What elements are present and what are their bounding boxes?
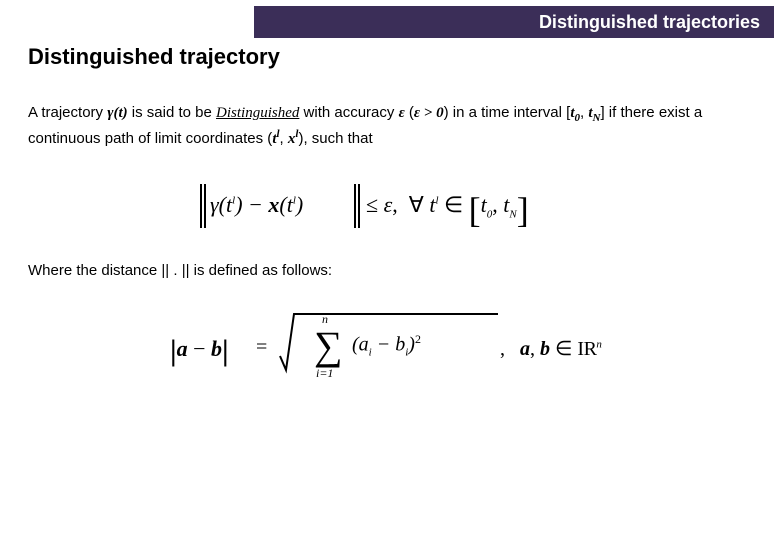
t-l: tl xyxy=(272,131,279,147)
distance-formula: |a − b| = ∑ n i=1 (ai − bi)2 , a, b ∈ IR… xyxy=(170,310,610,400)
radical-icon xyxy=(278,312,306,382)
text: A trajectory xyxy=(28,104,107,121)
gamma-symbol: γ(t) xyxy=(107,105,127,121)
norm-inequality-formula: γ(tl) − x(tl) ≤ ε, ∀ tl ∈ [t0, tN] xyxy=(200,180,580,240)
sigma-icon: ∑ xyxy=(314,322,343,369)
text: in a time interval [ xyxy=(453,104,571,121)
sum-upper: n xyxy=(322,312,328,327)
t0: t0 xyxy=(570,105,580,121)
norm-inner: γ(tl) − x(tl) xyxy=(210,192,303,218)
tN: tN xyxy=(588,105,600,121)
section-title: Distinguished trajectory xyxy=(28,44,280,70)
slide-header: Distinguished trajectories xyxy=(254,6,774,38)
x-l: xl xyxy=(288,131,299,147)
sqrt-block: ∑ n i=1 (ai − bi)2 xyxy=(278,312,498,382)
epsilon-condition: ε > 0 xyxy=(414,105,444,121)
norm-right-bars xyxy=(354,184,360,228)
vector-space: , a, b ∈ IRn xyxy=(500,336,602,361)
norm-left-bars xyxy=(200,184,206,228)
definition-paragraph: A trajectory γ(t) is said to be Distingu… xyxy=(28,102,760,151)
text: ) xyxy=(444,104,453,121)
text: with accuracy xyxy=(299,104,398,121)
sum-lower: i=1 xyxy=(316,366,333,381)
text: is said to be xyxy=(128,104,216,121)
keyword-distinguished: Distinguished xyxy=(216,105,299,121)
text: ), such that xyxy=(298,130,372,147)
summand: (ai − bi)2 xyxy=(352,332,421,359)
lhs-norm: |a − b| xyxy=(170,334,229,368)
equals: = xyxy=(256,336,267,359)
text: ( xyxy=(405,104,414,121)
distance-intro: Where the distance || . || is defined as… xyxy=(28,260,760,282)
text: , xyxy=(280,130,288,147)
radical-bar xyxy=(304,313,498,315)
inequality-rhs: ≤ ε, ∀ tl ∈ [t0, tN] xyxy=(366,192,529,228)
header-title: Distinguished trajectories xyxy=(539,12,760,33)
